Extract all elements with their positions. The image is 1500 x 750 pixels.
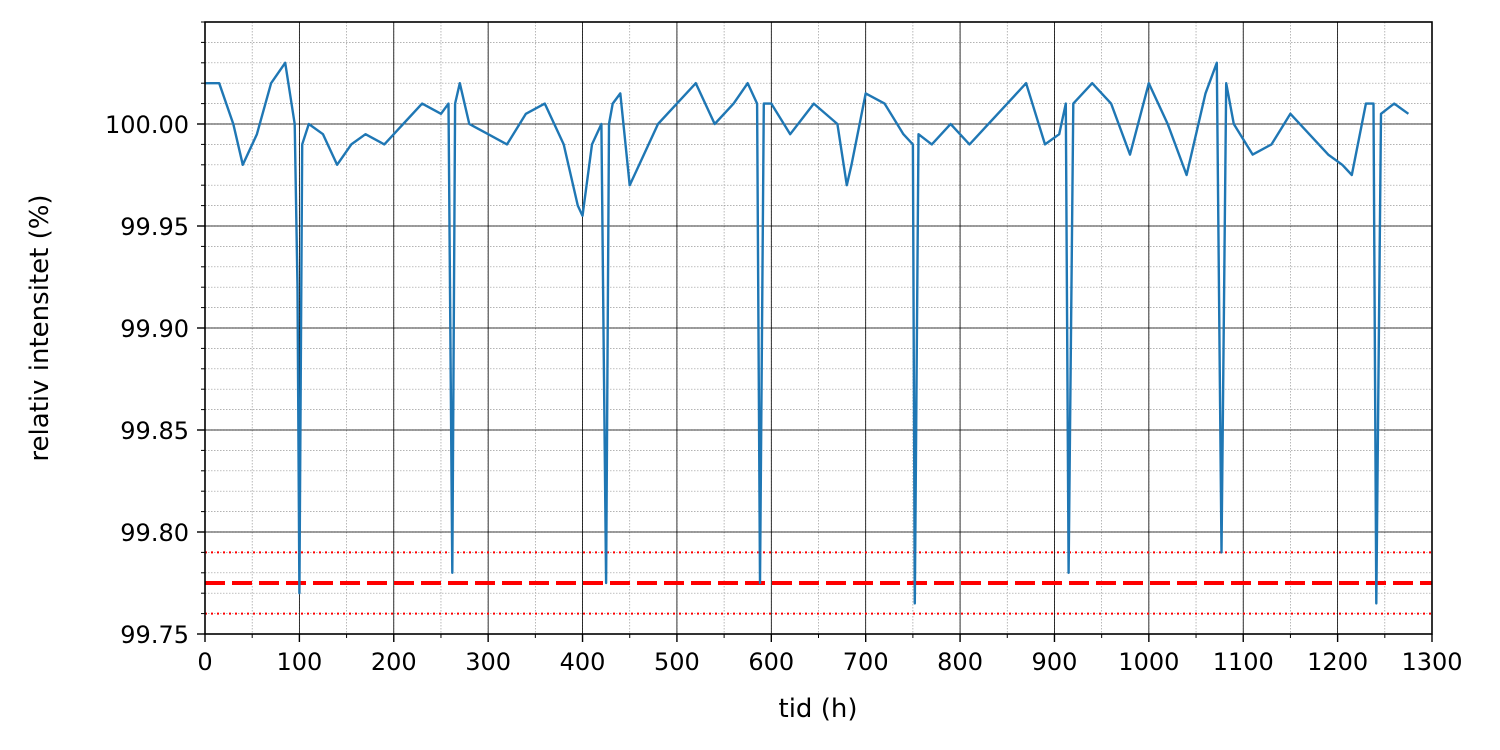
x-tick-label: 900 bbox=[1032, 648, 1078, 676]
axis-ticks bbox=[197, 21, 1433, 642]
x-tick-label: 500 bbox=[654, 648, 700, 676]
y-tick-label: 99.75 bbox=[120, 621, 189, 649]
series-layer bbox=[205, 61, 1410, 605]
reference-lines bbox=[205, 551, 1432, 615]
x-tick-labels: 0 100 200 300 400 500 600 700 800 900 1000 1100 1200… bbox=[197, 648, 1462, 676]
y-tick-label: 99.90 bbox=[120, 315, 189, 343]
x-axis-label: tid (h) bbox=[779, 694, 858, 724]
y-tick-label: 99.95 bbox=[120, 213, 189, 241]
y-tick-labels: 99.75 99.80 99.85 99.90 99.95 100.00 bbox=[105, 111, 189, 649]
x-tick-label: 400 bbox=[560, 648, 606, 676]
y-tick-label: 99.85 bbox=[120, 417, 189, 445]
x-tick-label: 1000 bbox=[1118, 648, 1179, 676]
x-tick-label: 200 bbox=[371, 648, 417, 676]
x-tick-label: 700 bbox=[843, 648, 889, 676]
x-tick-label: 600 bbox=[748, 648, 794, 676]
x-tick-label: 1200 bbox=[1307, 648, 1368, 676]
y-axis-label: relativ intensitet (%) bbox=[25, 194, 55, 461]
x-tick-label: 100 bbox=[276, 648, 322, 676]
x-tick-label: 1100 bbox=[1213, 648, 1274, 676]
x-tick-label: 300 bbox=[465, 648, 511, 676]
x-tick-label: 800 bbox=[937, 648, 983, 676]
data-series-line bbox=[205, 61, 1410, 605]
x-tick-label: 1300 bbox=[1401, 648, 1462, 676]
x-tick-label: 0 bbox=[197, 648, 212, 676]
y-tick-label: 100.00 bbox=[105, 111, 189, 139]
y-tick-label: 99.80 bbox=[120, 519, 189, 547]
